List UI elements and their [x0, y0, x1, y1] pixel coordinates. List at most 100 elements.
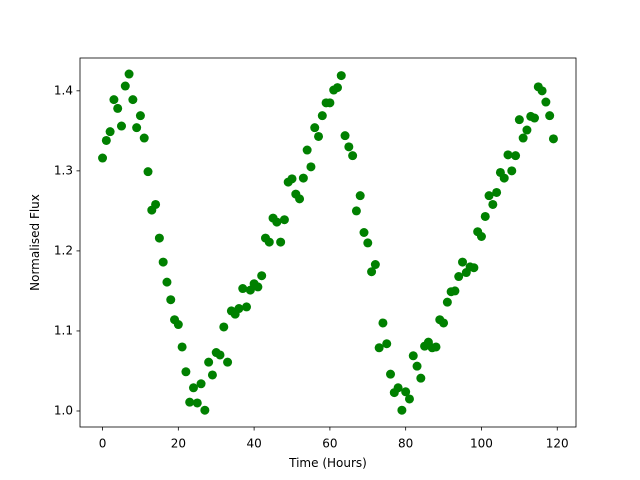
point [139, 133, 149, 143]
point [302, 145, 312, 155]
point [272, 217, 282, 227]
point [166, 295, 176, 305]
point [332, 83, 342, 93]
point [450, 286, 460, 296]
point [374, 343, 384, 353]
point [158, 257, 168, 267]
point [207, 370, 217, 380]
point [151, 199, 161, 209]
point [223, 357, 233, 367]
point [154, 233, 164, 243]
point [363, 238, 373, 248]
point [192, 398, 202, 408]
point [177, 342, 187, 352]
point [351, 206, 361, 216]
point [439, 318, 449, 328]
y-tick-label: 1.1 [54, 323, 73, 337]
point [204, 357, 214, 367]
point [488, 199, 498, 209]
point [378, 318, 388, 328]
point [336, 71, 346, 81]
point [408, 351, 418, 361]
x-tick-label: 100 [470, 437, 493, 451]
point [314, 131, 324, 141]
point [397, 405, 407, 415]
point [279, 215, 289, 225]
point [188, 383, 198, 393]
point [124, 69, 134, 79]
point [522, 125, 532, 135]
point [454, 272, 464, 282]
point [200, 405, 210, 415]
point [173, 320, 183, 330]
point [116, 121, 126, 131]
point [120, 81, 130, 91]
point [143, 167, 153, 177]
point [476, 231, 486, 241]
point [382, 339, 392, 349]
point [518, 133, 528, 143]
point [367, 267, 377, 277]
point [238, 284, 248, 294]
plot-frame [79, 57, 577, 428]
point [276, 237, 286, 247]
point [219, 322, 229, 332]
point [317, 111, 327, 121]
point [242, 302, 252, 312]
point [537, 86, 547, 96]
point [98, 153, 108, 163]
point [234, 304, 244, 314]
point [257, 271, 267, 281]
y-tick-label: 1.0 [54, 403, 73, 417]
point [416, 373, 426, 383]
point [113, 103, 123, 113]
point [295, 194, 305, 204]
point [370, 260, 380, 270]
point [530, 113, 540, 123]
point [401, 387, 411, 397]
point [507, 166, 517, 176]
point [340, 131, 350, 141]
point [499, 173, 509, 183]
point [386, 369, 396, 379]
point [298, 173, 308, 183]
point [442, 297, 452, 307]
point [253, 282, 263, 292]
point [545, 111, 555, 121]
point [514, 115, 524, 125]
point [541, 97, 551, 107]
point [503, 150, 513, 160]
point [492, 187, 502, 197]
point [306, 162, 316, 172]
y-axis-label: Normalised Flux [28, 194, 42, 291]
point [348, 151, 358, 161]
point [404, 394, 414, 404]
point [511, 151, 521, 161]
x-axis-label: Time (Hours) [288, 456, 367, 470]
point [215, 350, 225, 360]
point [109, 95, 119, 105]
point [132, 123, 142, 133]
point [185, 397, 195, 407]
point [264, 237, 274, 247]
point [359, 227, 369, 237]
point [412, 361, 422, 371]
point [162, 277, 172, 287]
point [135, 111, 145, 121]
point [355, 191, 365, 201]
point [431, 342, 441, 352]
point [105, 127, 115, 137]
point [480, 211, 490, 221]
point [128, 95, 138, 105]
point [325, 98, 335, 108]
point [344, 142, 354, 152]
point [458, 257, 468, 267]
x-tick-label: 40 [246, 437, 261, 451]
y-tick-label: 1.4 [54, 83, 73, 97]
x-tick-label: 0 [99, 437, 107, 451]
point [548, 134, 558, 144]
point [101, 135, 111, 145]
point [393, 383, 403, 393]
point [469, 263, 479, 273]
